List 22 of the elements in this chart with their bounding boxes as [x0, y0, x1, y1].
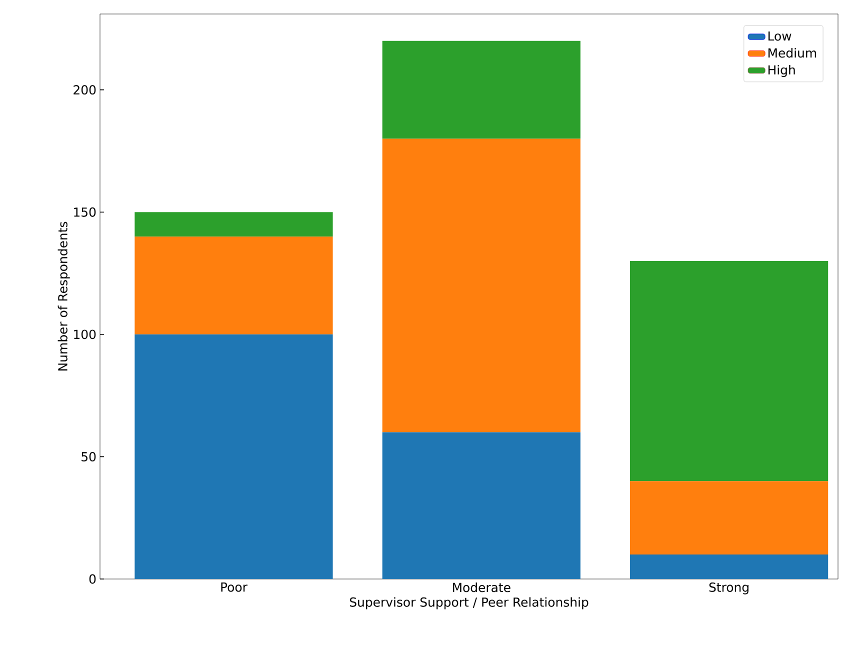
bar — [382, 40, 580, 139]
bar — [630, 554, 828, 579]
bar — [134, 236, 333, 334]
y-tick-label: 0 — [89, 574, 96, 584]
legend-label: Low — [768, 31, 792, 41]
bar — [630, 481, 828, 555]
bar — [134, 334, 333, 579]
x-tick-label: Strong — [709, 582, 748, 594]
x-axis-title: Supervisor Support / Peer Relationship — [350, 597, 588, 610]
bar — [134, 212, 333, 237]
y-tick-label: 50 — [82, 452, 96, 462]
y-tick-label: 150 — [74, 207, 96, 217]
y-tick-label: 100 — [74, 330, 96, 340]
legend-label: Medium — [768, 48, 816, 58]
x-tick-label: Moderate — [452, 582, 510, 592]
y-tick-label: 200 — [74, 85, 96, 95]
bar — [382, 432, 580, 579]
y-axis-title: Number of Respondents — [58, 222, 70, 370]
x-tick-label: Poor — [221, 582, 248, 592]
bar — [382, 138, 580, 432]
bar — [630, 261, 828, 482]
legend-label: High — [768, 64, 795, 78]
